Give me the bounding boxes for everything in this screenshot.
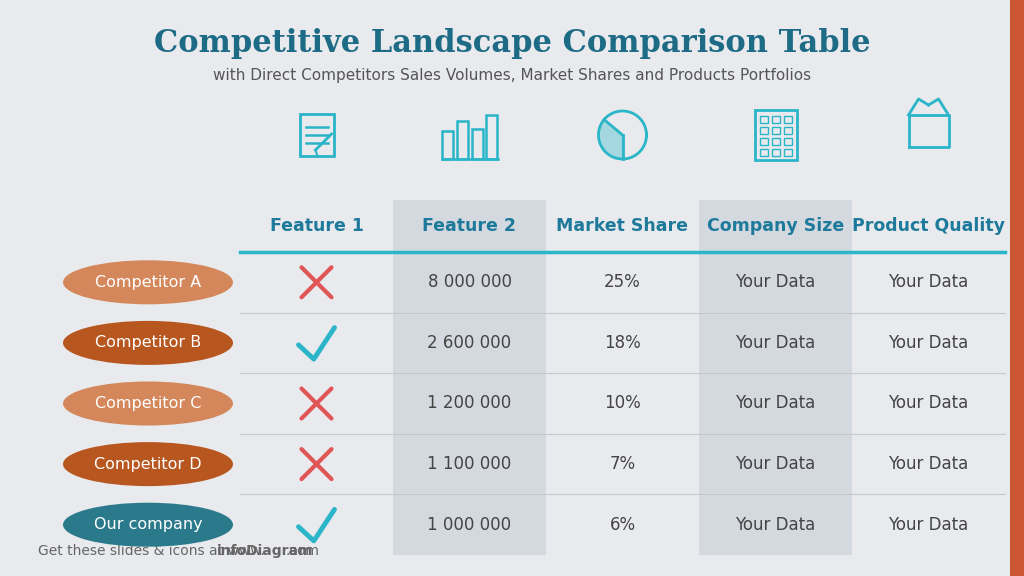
- Polygon shape: [598, 120, 623, 159]
- Text: Your Data: Your Data: [889, 455, 969, 473]
- Text: Your Data: Your Data: [889, 516, 969, 534]
- Text: 18%: 18%: [604, 334, 641, 352]
- Text: Competitor C: Competitor C: [95, 396, 201, 411]
- Text: Your Data: Your Data: [889, 273, 969, 291]
- Ellipse shape: [63, 503, 233, 547]
- Bar: [760, 127, 768, 134]
- Bar: [771, 138, 779, 145]
- Text: 2 600 000: 2 600 000: [427, 334, 512, 352]
- Text: Competitive Landscape Comparison Table: Competitive Landscape Comparison Table: [154, 28, 870, 59]
- Bar: [783, 149, 792, 156]
- Text: Your Data: Your Data: [735, 334, 816, 352]
- Bar: [472, 129, 483, 159]
- Bar: [760, 116, 768, 123]
- Text: 1 100 000: 1 100 000: [427, 455, 512, 473]
- Bar: [699, 200, 852, 555]
- Bar: [771, 149, 779, 156]
- Bar: [783, 127, 792, 134]
- Bar: [783, 138, 792, 145]
- Text: 25%: 25%: [604, 273, 641, 291]
- Text: 7%: 7%: [609, 455, 636, 473]
- Text: 10%: 10%: [604, 395, 641, 412]
- Bar: [442, 131, 453, 159]
- Text: infoDiagram: infoDiagram: [217, 544, 313, 558]
- Text: Company Size: Company Size: [707, 217, 844, 235]
- Bar: [760, 138, 768, 145]
- Ellipse shape: [63, 442, 233, 486]
- Bar: [783, 116, 792, 123]
- Text: Competitor D: Competitor D: [94, 457, 202, 472]
- Text: 1 000 000: 1 000 000: [427, 516, 512, 534]
- Bar: [486, 115, 497, 159]
- Text: Get these slides & icons at www.: Get these slides & icons at www.: [38, 544, 265, 558]
- Text: Competitor A: Competitor A: [95, 275, 201, 290]
- Text: Your Data: Your Data: [735, 516, 816, 534]
- Text: 1 200 000: 1 200 000: [427, 395, 512, 412]
- Text: Feature 2: Feature 2: [423, 217, 516, 235]
- Text: Feature 1: Feature 1: [269, 217, 364, 235]
- Bar: [755, 110, 797, 160]
- Bar: [771, 116, 779, 123]
- Bar: [1010, 0, 1024, 576]
- Bar: [771, 127, 779, 134]
- Text: Product Quality: Product Quality: [852, 217, 1005, 235]
- Ellipse shape: [63, 321, 233, 365]
- Text: 6%: 6%: [609, 516, 636, 534]
- Bar: [393, 200, 546, 555]
- Text: Competitor B: Competitor B: [95, 335, 201, 350]
- Bar: [760, 149, 768, 156]
- Text: Your Data: Your Data: [889, 395, 969, 412]
- Text: Market Share: Market Share: [556, 217, 688, 235]
- Text: Your Data: Your Data: [889, 334, 969, 352]
- Text: .com: .com: [286, 544, 319, 558]
- Text: with Direct Competitors Sales Volumes, Market Shares and Products Portfolios: with Direct Competitors Sales Volumes, M…: [213, 68, 811, 83]
- Ellipse shape: [63, 260, 233, 304]
- Text: 8 000 000: 8 000 000: [427, 273, 512, 291]
- Bar: [457, 121, 468, 159]
- Text: Your Data: Your Data: [735, 273, 816, 291]
- Text: Your Data: Your Data: [735, 455, 816, 473]
- Ellipse shape: [63, 381, 233, 426]
- Text: Your Data: Your Data: [735, 395, 816, 412]
- Text: Our company: Our company: [93, 517, 203, 532]
